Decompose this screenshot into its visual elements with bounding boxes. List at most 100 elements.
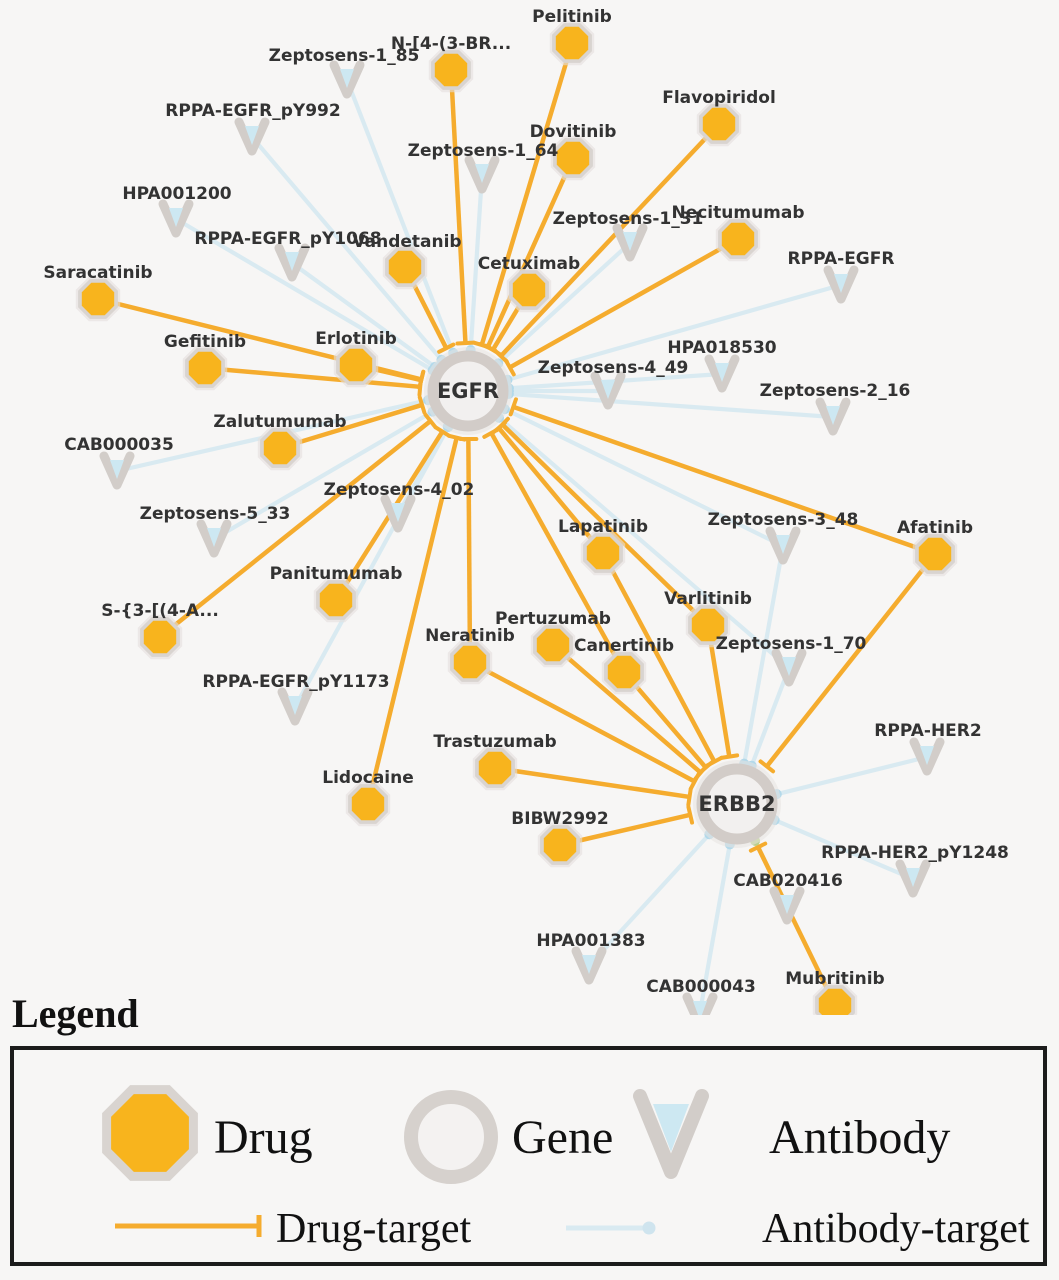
node-label-hpa001383: HPA001383 <box>536 931 645 951</box>
gene-legend-icon <box>404 1090 498 1184</box>
node-label-rppa-her2-py1248: RPPA-HER2_pY1248 <box>821 843 1009 863</box>
node-label-rppa-egfr-py992: RPPA-EGFR_pY992 <box>165 101 340 121</box>
node-label-rppa-egfr-py1173: RPPA-EGFR_pY1173 <box>202 672 389 692</box>
node-label-zeptosens-1-31: Zeptosens-1_31 <box>553 209 704 229</box>
node-label-n4-3br: N-[4-(3-BR... <box>391 34 511 54</box>
edge-gefitinib-egfr <box>204 365 423 397</box>
node-label-zalutumumab: Zalutumumab <box>213 412 346 432</box>
node-label-rppa-egfr: RPPA-EGFR <box>788 249 895 269</box>
node-label-hpa018530: HPA018530 <box>667 338 776 358</box>
edge-flavopiridol-egfr <box>493 122 721 364</box>
drug-legend-label: Drug <box>214 1111 313 1164</box>
edge-lapatinib-egfr <box>490 420 605 555</box>
edge-necitumumab-egfr <box>503 237 740 377</box>
node-layer: EGFR ERBB2 <box>75 20 958 1015</box>
edge-pelitinib-egfr <box>472 42 575 350</box>
antibody-node-zeptosens-1-31 <box>612 223 648 262</box>
antibody-node-rppa-her2 <box>909 737 945 776</box>
drug-node-dovitinib <box>550 135 596 181</box>
node-label-cab000035: CAB000035 <box>64 435 174 455</box>
drug-node-cetuximab <box>506 267 552 313</box>
edge-hpa001383-erbb2 <box>587 829 715 968</box>
node-label-lidocaine: Lidocaine <box>322 768 414 788</box>
antibody-node-zeptosens-5-33 <box>196 519 232 558</box>
node-label-varlitinib: Varlitinib <box>664 589 752 609</box>
legend-box: Drug Gene Antibody Drug-target Antibody-… <box>10 1046 1047 1266</box>
node-label-zeptosens-5-33: Zeptosens-5_33 <box>140 504 291 524</box>
legend-title: Legend <box>12 991 139 1036</box>
antibody-node-rppa-egfr-py992 <box>234 117 270 156</box>
edge-varlitinib-egfr <box>494 416 710 627</box>
edge-rppa-egfr-py1173-egfr <box>293 421 454 709</box>
node-label-afatinib: Afatinib <box>897 518 973 538</box>
node-label-neratinib: Neratinib <box>425 626 515 646</box>
drug-node-afatinib <box>912 531 958 577</box>
edge-zeptosens-1-31-egfr <box>493 241 632 369</box>
node-label-cetuximab: Cetuximab <box>478 254 580 274</box>
edge-rppa-her2-erbb2 <box>771 754 928 800</box>
antibody-legend-label: Antibody <box>769 1111 951 1164</box>
antibody-target-legend-label: Antibody-target <box>762 1206 1030 1252</box>
drug-node-trastuzumab <box>472 745 518 791</box>
drug-node-bibw2992 <box>537 822 583 868</box>
node-label-s3-4a: S-{3-[(4-A... <box>101 601 219 621</box>
edge-pertuzumab-erbb2 <box>551 643 708 781</box>
edge-afatinib-egfr <box>508 397 936 557</box>
antibody-node-zeptosens-2-16 <box>815 397 851 436</box>
drug-gene-antibody-network: EGFR ERBB2 Pelitinib N-[4-(3-BR... Dovitinib… <box>43 7 1009 1015</box>
antibody-node-rppa-egfr-py1173 <box>277 687 313 726</box>
drug-legend-icon <box>102 1085 198 1181</box>
edge-zeptosens-2-16-egfr <box>503 388 834 420</box>
node-label-rppa-egfr-py1068: RPPA-EGFR_pY1068 <box>194 229 381 249</box>
drug-node-lidocaine <box>345 781 391 827</box>
antibody-node-zeptosens-3-48 <box>765 526 801 565</box>
node-label-pelitinib: Pelitinib <box>532 7 612 27</box>
antibody-node-zeptosens-1-85 <box>329 60 365 99</box>
edge-layer <box>97 42 937 1013</box>
drug-node-panitumumab <box>313 577 359 623</box>
antibody-node-cab020416 <box>769 886 805 925</box>
node-label-saracatinib: Saracatinib <box>43 263 152 283</box>
node-label-trastuzumab: Trastuzumab <box>433 732 556 752</box>
edge-trastuzumab-erbb2 <box>494 765 693 807</box>
node-label-zeptosens-1-64: Zeptosens-1_64 <box>408 141 559 161</box>
node-label-panitumumab: Panitumumab <box>270 564 403 584</box>
edge-zeptosens-3-48-erbb2 <box>739 545 786 769</box>
antibody-node-hpa001200 <box>158 199 194 238</box>
node-label-gefitinib: Gefitinib <box>164 332 246 352</box>
gene-label-erbb2: ERBB2 <box>698 792 775 816</box>
edge-neratinib-egfr <box>458 436 479 663</box>
edge-rppa-egfr-egfr <box>502 282 842 385</box>
antibody-node-zeptosens-1-64 <box>464 155 500 194</box>
node-label-lapatinib: Lapatinib <box>558 517 648 537</box>
drug-node-zalutumumab <box>257 425 303 471</box>
drug-node-neratinib <box>447 639 493 685</box>
drug-node-pelitinib <box>549 20 595 66</box>
node-label-dovitinib: Dovitinib <box>530 122 617 142</box>
edge-zeptosens-1-70-egfr <box>494 412 791 670</box>
node-label-mubritinib: Mubritinib <box>785 969 884 989</box>
edge-mubritinib-erbb2 <box>748 841 838 1006</box>
edge-zeptosens-3-48-egfr <box>499 404 784 548</box>
edge-dovitinib-egfr <box>478 157 576 353</box>
drug-node-gefitinib <box>182 345 228 391</box>
node-label-hpa001200: HPA001200 <box>122 184 231 204</box>
drug-node-mubritinib <box>812 982 858 1015</box>
node-label-necitumumab: Necitumumab <box>671 203 804 223</box>
edge-zalutumumab-egfr <box>279 395 427 451</box>
edge-rppa-egfr-py1068-egfr <box>290 261 440 372</box>
drug-node-lapatinib <box>580 530 626 576</box>
drug-node-s3-4a <box>137 614 183 660</box>
edge-canertinib-egfr <box>482 427 626 674</box>
node-label-pertuzumab: Pertuzumab <box>495 609 611 629</box>
edge-cab000043-erbb2 <box>697 839 735 1013</box>
antibody-node-cab000043 <box>682 992 718 1015</box>
antibody-node-hpa018530 <box>704 354 740 393</box>
gene-legend-label: Gene <box>512 1111 614 1164</box>
node-label-zeptosens-4-49: Zeptosens-4_49 <box>538 358 689 378</box>
gene-label-egfr: EGFR <box>437 379 499 403</box>
node-label-zeptosens-1-85: Zeptosens-1_85 <box>269 46 420 66</box>
drug-node-n4-3br <box>428 47 474 93</box>
drug-node-vandetanib <box>382 244 428 290</box>
